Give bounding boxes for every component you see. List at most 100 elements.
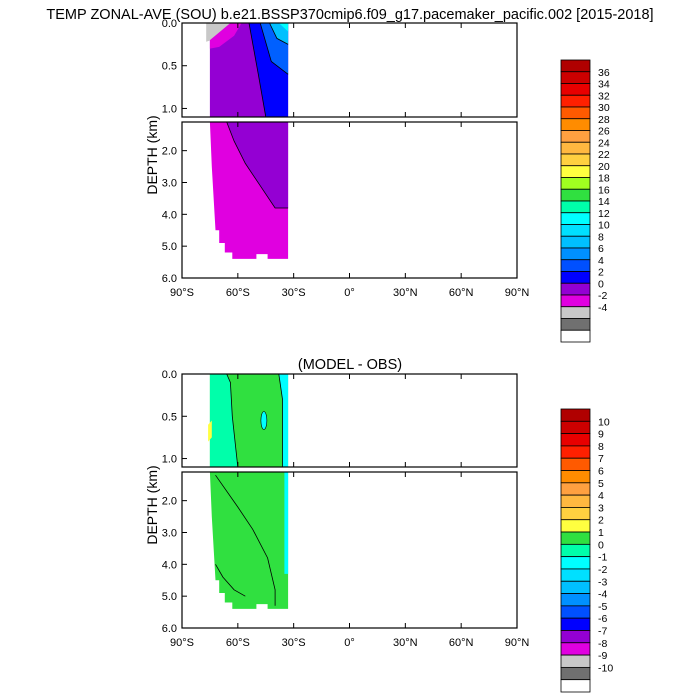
x-tick-label: 90°S [170, 637, 194, 649]
colorbar-swatch [560, 106, 591, 120]
contour-blob [260, 411, 268, 430]
colorbar-swatch [560, 679, 591, 693]
colorbar-label: 8 [598, 441, 604, 453]
colorbar-label: 2 [598, 515, 604, 527]
lower-panel: 2.0 3.0 4.0 5.0 6.0 [162, 471, 518, 635]
contour-fill-neg1-0 [209, 374, 238, 467]
colorbar-swatch [560, 445, 591, 459]
y-tick-label: 5.0 [162, 591, 177, 603]
contour-fill-0-1 [209, 472, 289, 609]
colorbar-swatch [560, 519, 591, 533]
colorbar-label: 36 [598, 67, 610, 79]
colorbar-label: -4 [598, 302, 607, 314]
y-tick-label: 4.0 [162, 559, 177, 571]
colorbar-label: -9 [598, 650, 607, 662]
colorbar-swatch [560, 543, 591, 558]
colorbar-swatch [560, 59, 591, 73]
y-tick-label: 6.0 [162, 273, 177, 285]
colorbar-swatch [560, 294, 591, 308]
colorbar-swatch [560, 247, 591, 261]
colorbar-swatch [560, 470, 591, 484]
colorbar-swatch [560, 306, 591, 319]
contour-line [215, 564, 246, 597]
colorbar-label: 4 [598, 255, 604, 267]
colorbar-swatch [560, 165, 591, 178]
colorbar-label: 16 [598, 184, 610, 196]
colorbar-swatch [560, 482, 591, 496]
colorbar-swatch [560, 118, 591, 131]
colorbar-label: 5 [598, 478, 604, 490]
colorbar-label: 18 [598, 173, 610, 185]
colorbar-swatch [560, 408, 591, 422]
colorbar-label: -2 [598, 564, 607, 576]
colorbar-swatch [560, 642, 591, 656]
colorbar-label: 34 [598, 79, 610, 91]
colorbar-label: 0 [598, 539, 604, 551]
contour-fill-warm [284, 472, 289, 574]
x-tick-label: 30°N [393, 637, 418, 649]
contour-line [226, 121, 289, 209]
difference-plot: (MODEL - OBS) 0.00.51.0 2.03.04.05.06.0 … [144, 357, 613, 693]
x-tick-label: 60°N [449, 287, 474, 299]
colorbar-swatch [560, 654, 591, 668]
colorbar-swatch [560, 617, 591, 631]
y-axis-label: DEPTH (km) [144, 465, 160, 544]
contour-line [248, 22, 267, 118]
colorbar-swatch [560, 433, 591, 447]
colorbar-swatch [560, 141, 591, 155]
upper-panel: 0.0 0.5 1.0 [162, 369, 518, 468]
x-tick-label: 90°S [170, 287, 194, 299]
colorbar-label: -4 [598, 589, 607, 601]
colorbar-label: -6 [598, 613, 607, 625]
x-tick-label: 90°N [505, 637, 530, 649]
x-tick-label: 90°N [505, 287, 530, 299]
colorbar-swatch [560, 235, 591, 249]
x-tick-label: 0° [344, 637, 355, 649]
y-tick-label: 6.0 [162, 623, 177, 635]
colorbar-label: 6 [598, 466, 604, 478]
y-tick-label: 0.5 [162, 411, 177, 423]
colorbar-label: -2 [598, 290, 607, 302]
y-tick-label: 5.0 [162, 241, 177, 253]
colorbar-swatch [560, 188, 591, 202]
colorbar-label: 28 [598, 114, 610, 126]
colorbar-swatch [560, 224, 591, 237]
colorbar-swatch [560, 605, 591, 619]
contour-fill-14-18 [278, 23, 289, 32]
y-tick-label: 1.0 [162, 454, 177, 466]
y-axis-label: DEPTH (km) [144, 115, 160, 194]
colorbar-label: 30 [598, 102, 610, 114]
y-tick-label: 4.0 [162, 209, 177, 221]
x-tick-label: 0° [344, 287, 355, 299]
colorbar-swatch [560, 212, 591, 225]
colorbar-swatch [560, 420, 591, 435]
plot-title: (MODEL - OBS) [298, 357, 402, 373]
y-tick-label: 0.0 [162, 18, 177, 30]
colorbar-label: 26 [598, 126, 610, 138]
contour-fill-pos [208, 420, 212, 442]
colorbar-swatch [560, 666, 591, 681]
colorbar-label: 10 [598, 220, 610, 232]
x-tick-label: 30°S [282, 637, 306, 649]
colorbar-label: 3 [598, 502, 604, 514]
land-mask [206, 23, 231, 42]
colorbar-swatch [560, 177, 591, 190]
colorbar-label: 1 [598, 527, 604, 539]
colorbar-label: -7 [598, 625, 607, 637]
colorbar-swatch [560, 282, 591, 296]
colorbar-swatch [560, 200, 591, 214]
upper-panel: 0.0 0.5 1.0 [162, 18, 518, 118]
y-tick-label: 3.0 [162, 177, 177, 189]
contour-line [215, 474, 276, 606]
y-tick-label: 3.0 [162, 527, 177, 539]
colorbar-swatch [560, 507, 591, 521]
colorbar-label: 32 [598, 90, 610, 102]
colorbar-label: 14 [598, 196, 610, 208]
x-tick-label: 60°N [449, 637, 474, 649]
y-tick-label: 2.0 [162, 146, 177, 158]
contour-fill-warm [278, 374, 289, 467]
colorbar-swatch [560, 494, 591, 508]
colorbar-swatch [560, 153, 591, 167]
